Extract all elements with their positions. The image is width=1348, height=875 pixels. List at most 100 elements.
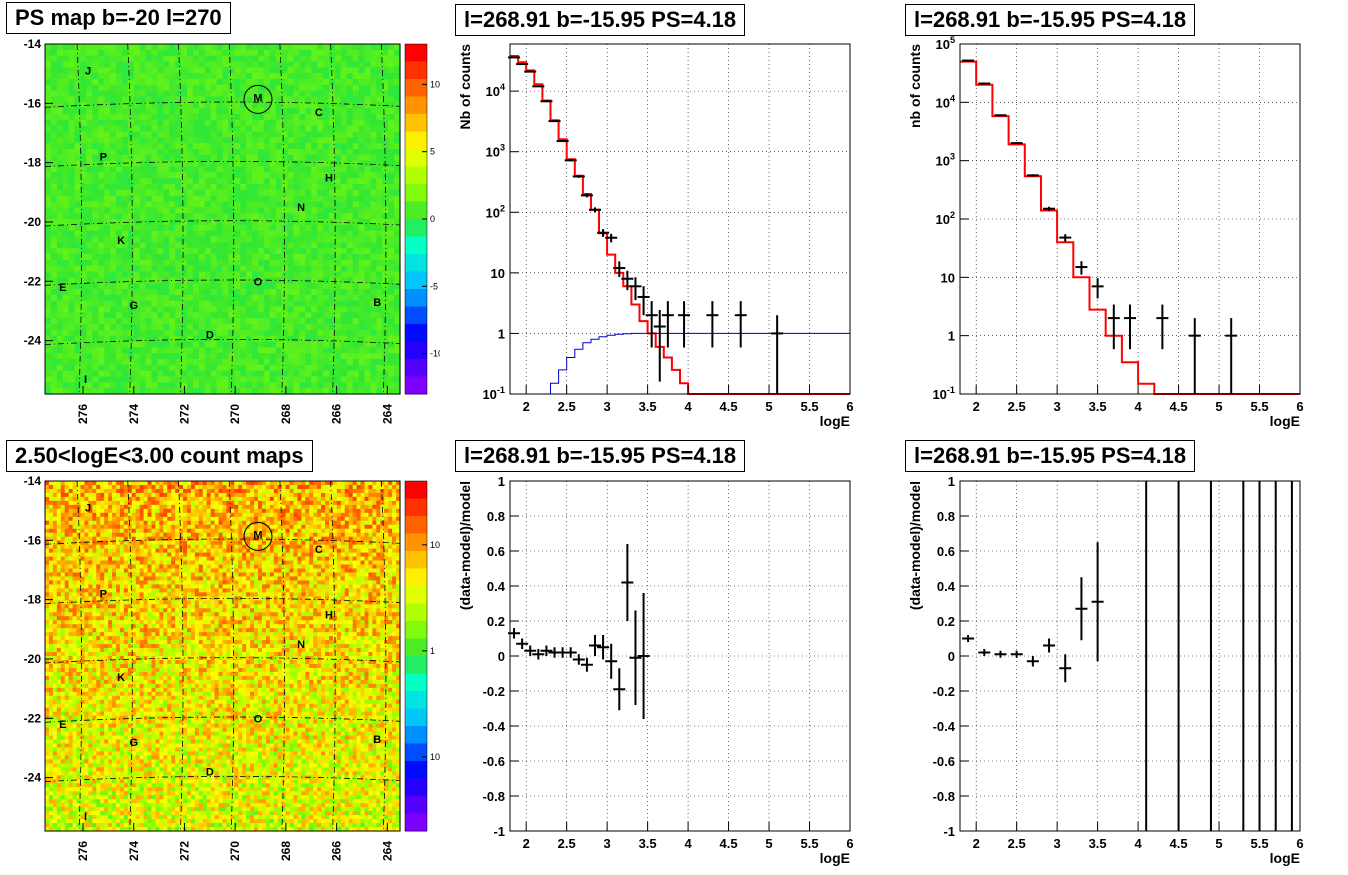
plot-frame xyxy=(509,43,851,395)
source-label: O xyxy=(254,276,263,288)
x-tick-label: 270 xyxy=(228,841,242,861)
y-tick-label: 0.8 xyxy=(937,509,955,524)
map-pixels xyxy=(45,481,401,832)
source-label: M xyxy=(253,529,262,541)
source-label: I xyxy=(84,811,87,823)
residuals-binned-chart: 2 2.5 3 3.5 4 4.5 5 5.5 6 1 0.8 0.6 0.4 0.2 0 -0.2 -0.4 -… xyxy=(907,474,1304,866)
grid-meridian xyxy=(178,43,184,395)
y-tick-label: 10-1 xyxy=(482,385,505,402)
y-tick-label: -0.6 xyxy=(933,754,955,769)
grid-parallel xyxy=(44,775,401,783)
residuals-chart: 2 2.5 3 3.5 4 4.5 5 5.5 6 1 0.8 0.6 0.4 0.2 0 -0.2 -0.4 -… xyxy=(457,474,854,866)
colorbar-tick-label: -10 xyxy=(430,349,440,359)
map-pixels xyxy=(45,44,401,395)
y-tick-label: 0.4 xyxy=(937,579,956,594)
y-tick-label: 0.8 xyxy=(487,509,505,524)
y-axis-label: nb of counts xyxy=(907,44,923,128)
grid-parallel xyxy=(44,716,401,723)
x-axis-label: logE xyxy=(1270,413,1300,429)
source-label: K xyxy=(117,235,125,247)
y-tick-label: 0 xyxy=(498,649,505,664)
x-tick-label: 272 xyxy=(177,404,191,424)
colorbar-tick-label: -5 xyxy=(430,281,438,291)
y-tick-label: -22 xyxy=(24,711,42,725)
x-tick-label: 2 xyxy=(523,399,530,414)
y-tick-label: -0.6 xyxy=(483,754,505,769)
source-label: O xyxy=(254,713,263,725)
x-tick-label: 3.5 xyxy=(639,836,657,851)
y-tick-label: 0.6 xyxy=(937,544,955,559)
x-tick-label: 4.5 xyxy=(720,399,738,414)
x-tick-label: 6 xyxy=(1296,399,1303,414)
x-tick-label: 4 xyxy=(1134,836,1142,851)
x-tick-label: 6 xyxy=(1296,836,1303,851)
x-tick-label: 6 xyxy=(846,399,853,414)
grid-meridian xyxy=(228,43,235,395)
y-tick-label: -14 xyxy=(24,37,42,51)
grid-meridian xyxy=(228,480,235,832)
grid-meridian xyxy=(380,480,387,832)
x-tick-label: 2.5 xyxy=(558,399,576,414)
counts-spectrum-title: l=268.91 b=-15.95 PS=4.18 xyxy=(455,4,746,36)
y-tick-label: 1 xyxy=(498,474,505,489)
x-tick-label: 5.5 xyxy=(1250,399,1268,414)
ps-map-title: PS map b=-20 l=270 xyxy=(6,2,231,34)
x-tick-label: 268 xyxy=(279,404,293,424)
y-tick-label: 0.2 xyxy=(487,614,505,629)
y-axis-label: (data-model)/model xyxy=(457,481,473,610)
y-tick-label: -1 xyxy=(493,824,505,839)
x-tick-label: 5.5 xyxy=(800,836,818,851)
grid-meridian xyxy=(279,480,285,832)
grid-parallel xyxy=(44,338,401,346)
x-tick-label: 4.5 xyxy=(1170,836,1188,851)
x-tick-label: 264 xyxy=(380,841,394,861)
x-tick-label: 272 xyxy=(177,841,191,861)
x-tick-label: 4 xyxy=(1134,399,1142,414)
y-tick-label: -18 xyxy=(24,593,42,607)
grid-parallel xyxy=(44,160,401,168)
x-tick-label: 3 xyxy=(604,399,611,414)
x-tick-label: 4.5 xyxy=(1170,399,1188,414)
x-tick-label: 2 xyxy=(523,836,530,851)
y-tick-label: 0 xyxy=(948,649,955,664)
x-tick-label: 5 xyxy=(765,836,772,851)
grid-meridian xyxy=(76,43,83,395)
source-label: J xyxy=(85,66,91,78)
source-circle xyxy=(243,521,273,551)
x-tick-label: 5.5 xyxy=(800,399,818,414)
source-label: D xyxy=(206,330,214,342)
grid-meridian xyxy=(330,480,336,832)
y-tick-label: 104 xyxy=(485,82,505,99)
source-label: B xyxy=(373,734,381,746)
grid-meridian xyxy=(279,43,285,395)
colorbar-tick-label: 0 xyxy=(430,214,435,224)
grid-meridian xyxy=(127,43,133,395)
y-tick-label: 104 xyxy=(935,93,955,110)
source-label: P xyxy=(100,152,107,164)
grid-parallel xyxy=(44,538,401,545)
x-tick-label: 5.5 xyxy=(1250,836,1268,851)
grid-meridian xyxy=(76,480,83,832)
source-label: N xyxy=(297,202,305,214)
x-tick-label: 3.5 xyxy=(639,399,657,414)
y-tick-label: 102 xyxy=(935,210,955,227)
y-tick-label: 103 xyxy=(485,143,505,160)
x-tick-label: 2 xyxy=(973,836,980,851)
source-label: B xyxy=(373,297,381,309)
x-tick-label: 2.5 xyxy=(1008,836,1026,851)
residuals-binned-title: l=268.91 b=-15.95 PS=4.18 xyxy=(905,440,1196,472)
grid-parallel xyxy=(44,101,401,108)
colorbar-tick-label: 5 xyxy=(430,147,435,157)
y-axis-label: (data-model)/model xyxy=(907,481,923,610)
x-tick-label: 4 xyxy=(684,836,692,851)
grid-meridian xyxy=(380,43,387,395)
x-tick-label: 6 xyxy=(846,836,853,851)
grid-parallel xyxy=(44,220,401,227)
x-tick-label: 2.5 xyxy=(1008,399,1026,414)
grid-meridian xyxy=(330,43,336,395)
y-tick-label: -24 xyxy=(24,771,42,785)
source-label: N xyxy=(297,639,305,651)
x-tick-label: 3.5 xyxy=(1089,399,1107,414)
y-tick-label: -0.8 xyxy=(483,789,505,804)
x-tick-label: 276 xyxy=(76,404,90,424)
